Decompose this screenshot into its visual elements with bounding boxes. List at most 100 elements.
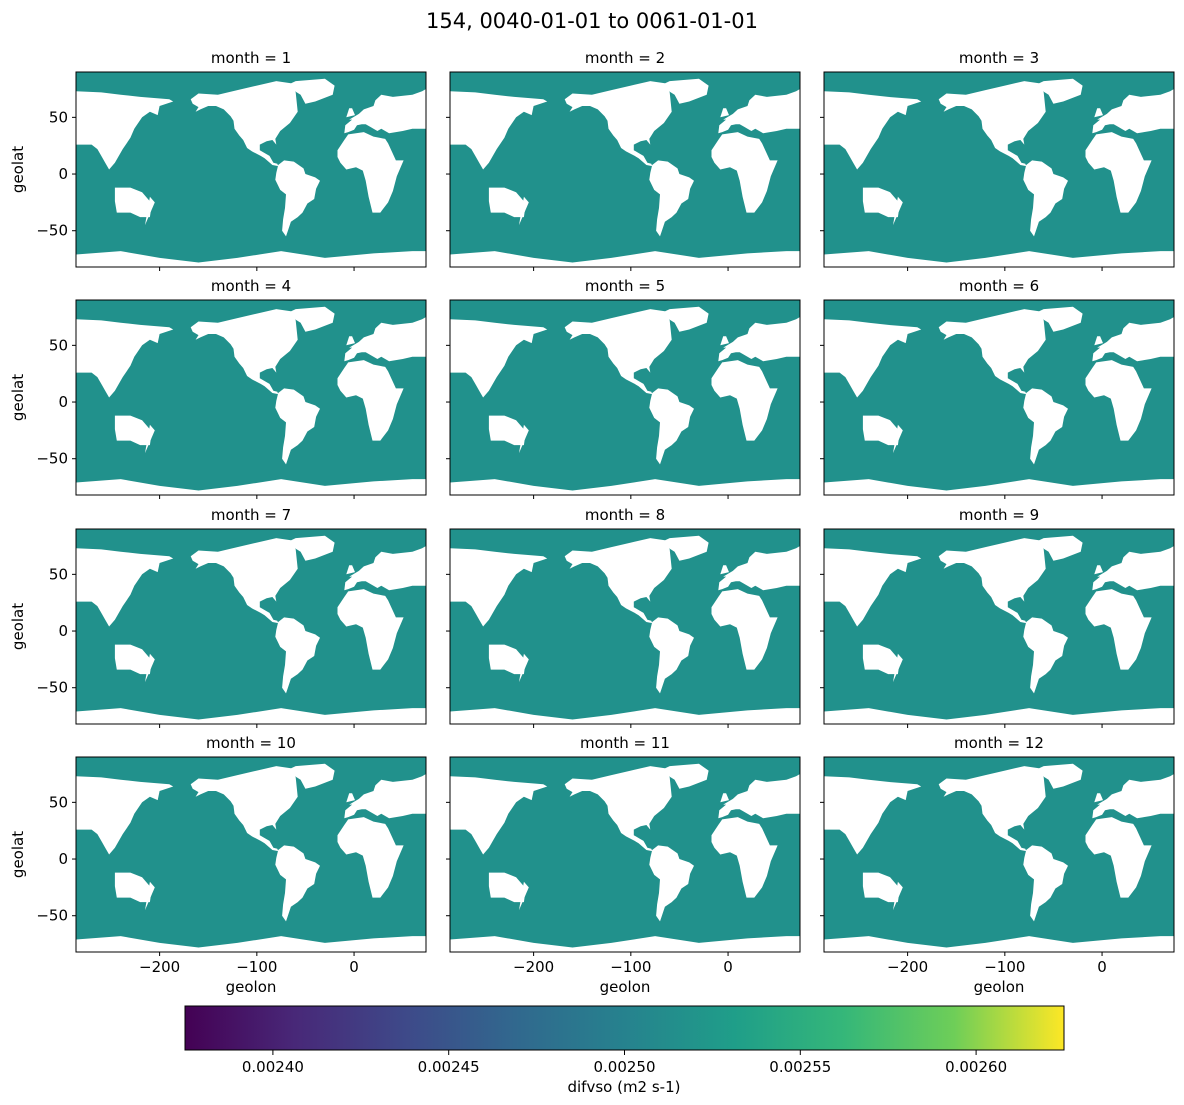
land-mass [286,78,335,104]
land-mass [76,548,174,627]
land-mass [346,336,355,346]
land-mass [275,160,320,237]
land-mass [824,319,922,398]
land-mass [275,845,320,922]
land-mass [114,187,152,218]
land-mass [488,187,526,218]
land-mass [344,317,426,362]
panel-title: month = 2 [585,49,665,67]
panel-grid: month = 1 50 0 −50 geolat month = 2 month = 3 m… [9,49,1175,996]
land-mass [893,196,903,226]
land-mass [450,319,548,398]
land-mass [649,388,694,465]
map-panel: month = 12 −200 −100 0 geolon [820,734,1175,996]
land-mass [286,763,335,789]
land-mass [145,424,155,454]
map-panel: month = 4 50 0 −50 geolat [9,277,427,505]
land-mass [145,881,155,911]
land-mass [1094,565,1103,575]
y-tick-label: 0 [58,393,68,411]
land-mass [660,78,709,104]
y-tick-label: −50 [36,222,68,240]
land-mass [145,653,155,683]
land-mass [711,360,778,441]
land-mass [190,538,298,624]
axes-frame [823,71,1175,268]
figure-title: 154, 0040-01-01 to 0061-01-01 [426,9,758,33]
land-mass [337,360,404,441]
y-tick-label: 50 [49,336,68,354]
y-tick-label: −50 [36,679,68,697]
x-tick-label: 0 [1097,958,1107,976]
land-mass [519,881,529,911]
x-tick-label: −200 [513,958,554,976]
land-mass [1023,845,1068,922]
land-mass [450,479,800,505]
land-mass [720,565,729,575]
axes-frame [75,528,427,725]
land-mass [149,898,157,905]
panel-title: month = 7 [211,506,291,524]
land-mass [718,546,800,591]
land-mass [824,708,1174,734]
panel-title: month = 4 [211,277,291,295]
colorbar-tick-label: 0.00255 [769,1058,831,1076]
land-mass [824,91,922,170]
land-mass [114,415,152,446]
land-mass [893,881,903,911]
land-mass [344,546,426,591]
colorbar-tick-label: 0.00245 [418,1058,480,1076]
x-tick-label: 0 [723,958,733,976]
land-mass [275,617,320,694]
land-mass [893,424,903,454]
y-axis-label: geolat [9,146,27,193]
axes-frame [449,528,801,725]
y-tick-label: 50 [49,565,68,583]
y-axis-label: geolat [9,831,27,878]
land-mass [450,251,800,277]
x-tick-label: 0 [349,958,359,976]
land-mass [1034,78,1083,104]
land-mass [114,644,152,675]
panel-title: month = 5 [585,277,665,295]
land-mass [718,89,800,134]
land-mass [149,670,157,677]
land-mass [1092,317,1174,362]
colorbar: 0.00240 0.00245 0.00250 0.00255 0.00260 difv… [184,1005,1065,1096]
panel-title: month = 12 [954,734,1044,752]
panel-title: month = 8 [585,506,665,524]
x-axis-label: geolon [974,978,1025,996]
y-axis-label: geolat [9,374,27,421]
land-mass [1085,132,1152,213]
land-mass [862,644,900,675]
land-mass [190,309,298,395]
map-panel: month = 2 [446,49,801,277]
land-mass [824,479,1174,505]
land-mass [1023,388,1068,465]
land-mass [1094,793,1103,803]
axes-frame [75,71,427,268]
land-mass [862,415,900,446]
y-tick-label: 0 [58,850,68,868]
land-mass [720,108,729,118]
land-mass [76,251,426,277]
land-mass [564,309,672,395]
x-tick-label: −100 [984,958,1025,976]
x-axis-label: geolon [226,978,277,996]
land-mass [938,309,1046,395]
land-mass [1092,546,1174,591]
land-mass [718,317,800,362]
x-tick-label: −100 [610,958,651,976]
land-mass [1085,360,1152,441]
land-mass [346,565,355,575]
x-tick-label: −200 [139,958,180,976]
map-panel: month = 11 −200 −100 0 geolon [446,734,801,996]
land-mass [718,774,800,819]
colorbar-gradient [184,1005,1065,1051]
land-mass [862,187,900,218]
colorbar-tick-label: 0.00260 [945,1058,1007,1076]
land-mass [938,538,1046,624]
land-mass [346,793,355,803]
colorbar-ticks: 0.00240 0.00245 0.00250 0.00255 0.00260 [242,1050,1007,1076]
